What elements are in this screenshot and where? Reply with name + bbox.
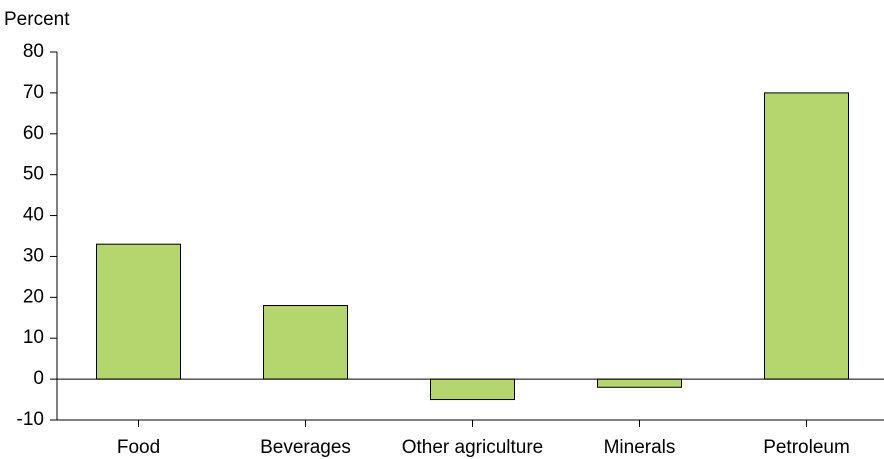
y-tick-label: 70 xyxy=(23,82,44,103)
x-tick-label: Other agriculture xyxy=(402,437,544,458)
y-axis-label: Percent xyxy=(4,9,70,30)
x-tick-label: Minerals xyxy=(604,437,676,458)
x-tick-label: Food xyxy=(117,437,160,458)
y-tick-label: 10 xyxy=(23,327,44,348)
y-tick-label: 20 xyxy=(23,286,44,307)
x-tick-label: Beverages xyxy=(260,437,351,458)
bar xyxy=(263,305,348,380)
y-tick-label: 60 xyxy=(23,123,44,144)
y-tick-label: -10 xyxy=(17,409,44,430)
y-tick-label: 40 xyxy=(23,205,44,226)
bar xyxy=(597,378,682,388)
bar xyxy=(764,92,849,380)
y-tick-label: 50 xyxy=(23,164,44,185)
y-tick-label: 30 xyxy=(23,245,44,266)
x-tick-label: Petroleum xyxy=(763,437,850,458)
y-tick-label: 0 xyxy=(33,368,44,389)
y-tick-label: 80 xyxy=(23,41,44,62)
bar xyxy=(430,378,515,401)
bar xyxy=(96,243,181,380)
